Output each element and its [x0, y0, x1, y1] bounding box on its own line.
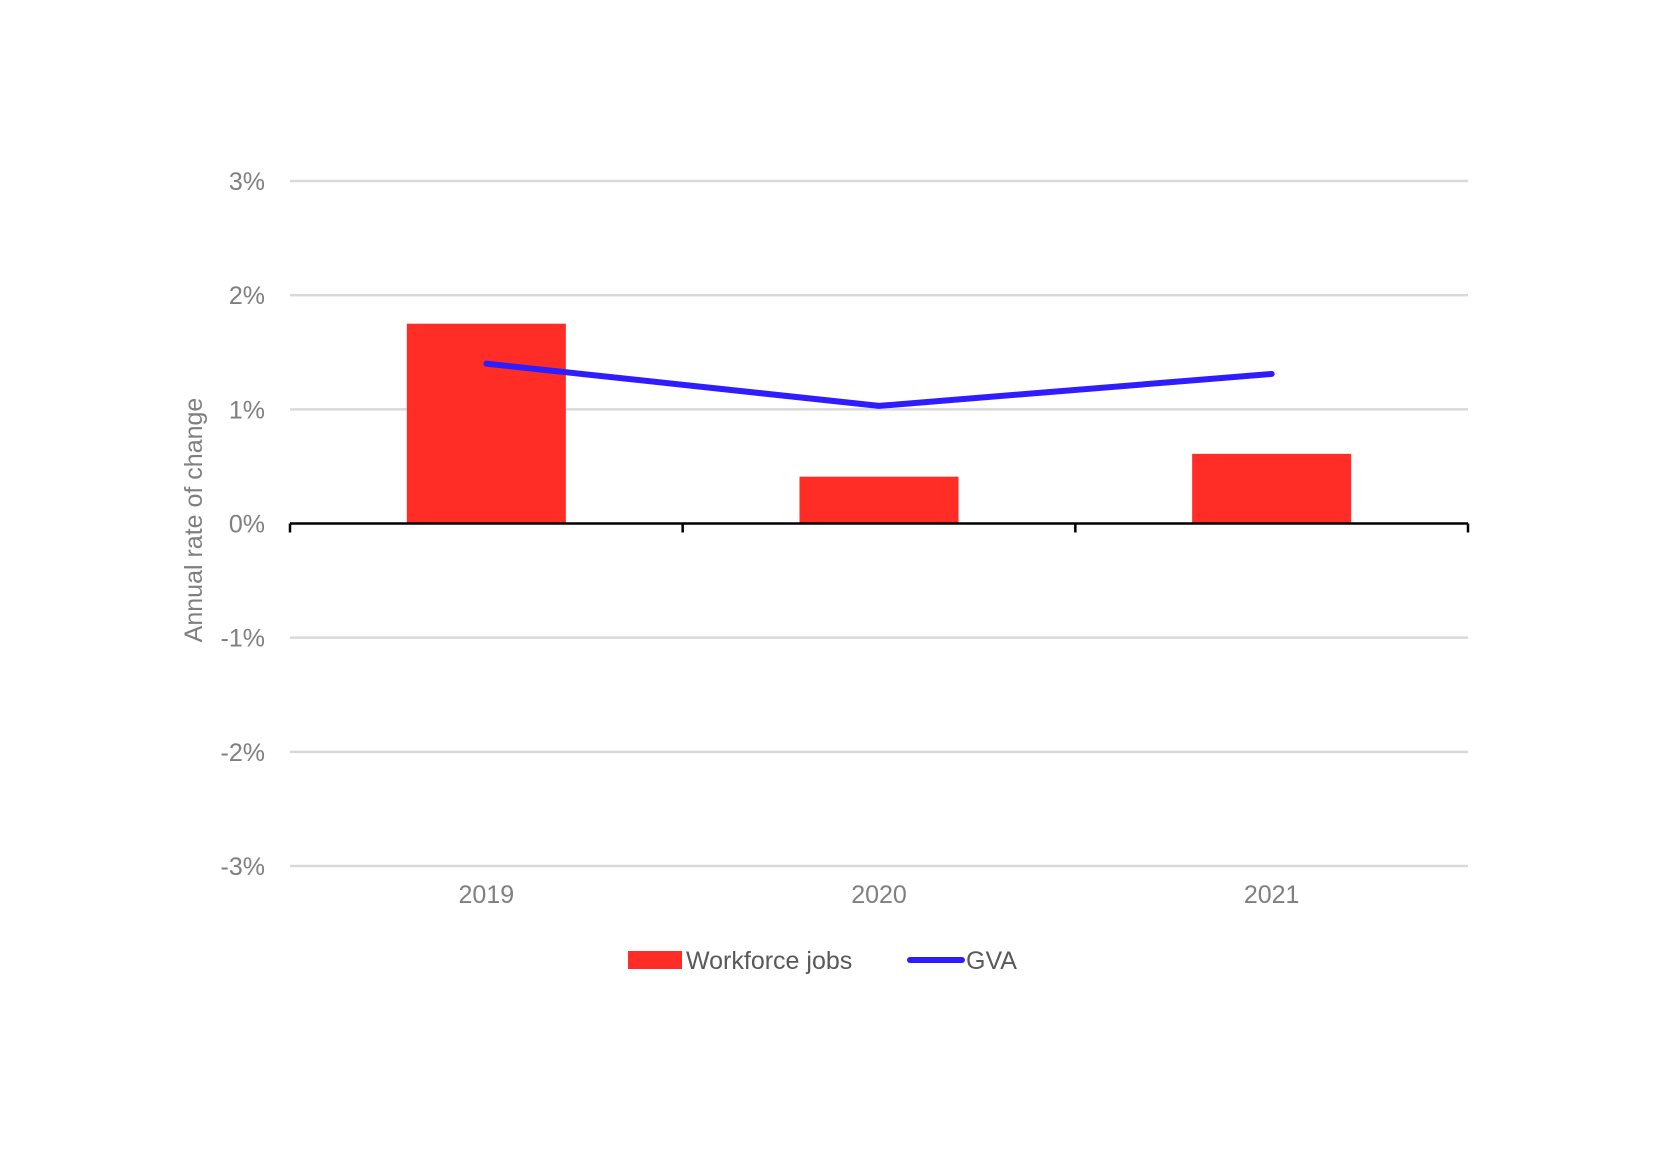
legend-label: Workforce jobs	[686, 947, 852, 975]
legend-item-workforce-jobs: Workforce jobs	[628, 947, 852, 975]
x-axis-ticks: 2019 2020 2021	[459, 881, 1300, 909]
legend-label: GVA	[966, 947, 1017, 975]
x-axis	[288, 522, 1470, 533]
y-tick-label: 0%	[229, 511, 265, 539]
y-tick-label: -1%	[221, 625, 265, 653]
y-tick-label: -2%	[221, 739, 265, 767]
x-tick-label: 2019	[459, 881, 515, 909]
y-tick-label: 3%	[229, 168, 265, 196]
x-tick-label: 2021	[1244, 881, 1300, 909]
line-series-gva	[483, 360, 1275, 409]
y-tick-label: -3%	[221, 853, 265, 881]
bar-2020	[799, 476, 959, 524]
gva-point-2019	[485, 363, 487, 365]
gva-point-2021	[1271, 373, 1273, 375]
bar-2019	[406, 323, 566, 524]
gva-line	[483, 360, 1275, 409]
x-tick-label: 2020	[851, 881, 907, 909]
legend-item-gva: GVA	[907, 947, 1017, 975]
gva-point-2020	[878, 405, 880, 407]
y-tick-label: 2%	[229, 282, 265, 310]
y-axis-title: Annual rate of change	[180, 398, 208, 643]
y-tick-label: 1%	[229, 396, 265, 424]
legend-swatch-bar	[628, 951, 682, 969]
bar-series-workforce-jobs	[406, 323, 1352, 524]
legend: Workforce jobs GVA	[628, 947, 1017, 975]
bar-2021	[1192, 453, 1352, 524]
y-axis-ticks: 3% 2% 1% 0% -1% -2% -3%	[221, 168, 265, 881]
